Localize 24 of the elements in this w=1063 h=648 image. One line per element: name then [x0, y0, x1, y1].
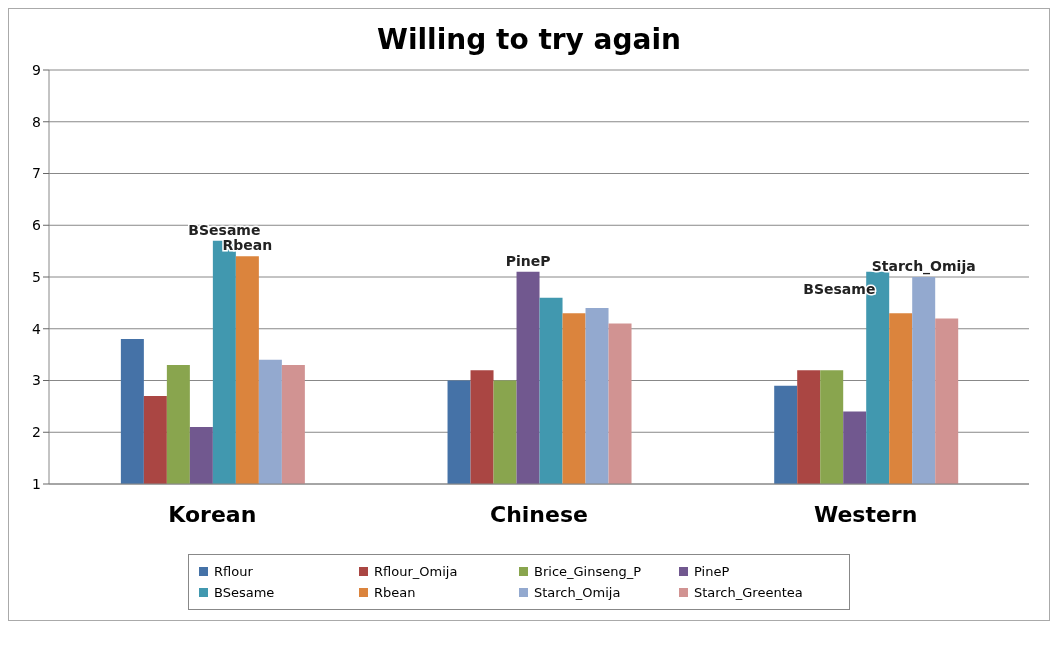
legend-label: Rbean: [374, 585, 416, 600]
annotation: BSesame: [188, 221, 261, 238]
legend-label: Starch_Omija: [534, 585, 621, 600]
legend-label: PineP: [694, 564, 730, 579]
legend-label: Rflour: [214, 564, 253, 579]
legend-label: Starch_Greentea: [694, 585, 803, 600]
y-tick-label: 8: [32, 113, 41, 130]
x-tick-label: Chinese: [490, 501, 588, 527]
legend-label: Brice_Ginseng_P: [534, 564, 642, 579]
x-tick-label: Korean: [168, 501, 257, 527]
y-tick-label: 1: [32, 475, 41, 492]
y-tick-label: 2: [32, 424, 41, 441]
annotation: Starch_Omija: [871, 258, 976, 275]
annotation: PineP: [505, 252, 551, 269]
y-tick-label: 4: [32, 320, 42, 337]
y-tick-label: 5: [32, 268, 41, 285]
x-tick-label: Western: [813, 501, 918, 527]
y-tick-label: 7: [32, 165, 41, 182]
chart-title: Willing to try again: [376, 22, 682, 58]
y-tick-label: 6: [32, 217, 42, 234]
y-tick-label: 9: [32, 61, 41, 78]
y-tick-label: 3: [32, 372, 41, 389]
legend-label: Rflour_Omija: [374, 564, 458, 579]
legend-label: BSesame: [214, 585, 275, 600]
